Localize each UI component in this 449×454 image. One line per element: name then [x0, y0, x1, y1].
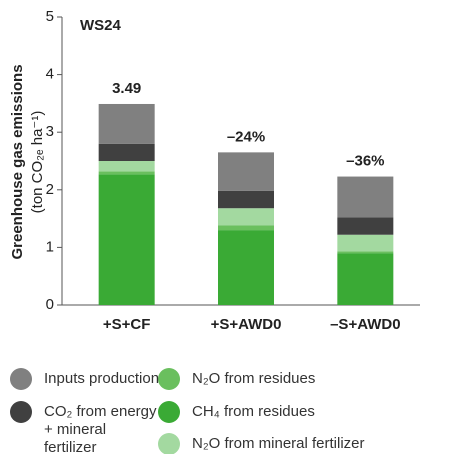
legend-swatch [158, 433, 180, 454]
legend-item: CO₂ from energy + mineral fertilizer [10, 401, 160, 454]
legend-swatch [158, 401, 180, 423]
bar-annotation: –36% [346, 153, 384, 170]
legend-item: N₂O from mineral fertilizer [158, 433, 365, 454]
legend-label: N₂O from residues [192, 370, 316, 387]
chart: WS24 Greenhouse gas emissions (ton CO₂ₑ … [9, 8, 420, 333]
legend-swatch [10, 401, 32, 423]
legend-label: Inputs production [44, 370, 160, 387]
x-tick-label: +S+CF [103, 316, 151, 333]
bar-annotation: 3.49 [112, 80, 141, 97]
x-tick-label: –S+AWD0 [330, 316, 400, 333]
bar-segment [218, 208, 274, 226]
y-tick-label: 2 [46, 181, 54, 198]
legend-swatch [10, 368, 32, 390]
y-tick-label: 1 [46, 238, 54, 255]
y-tick-label: 4 [46, 66, 54, 83]
bar-segment [218, 225, 274, 231]
y-tick-label: 5 [46, 8, 54, 25]
legend-item: CH₄ from residues [158, 401, 315, 423]
bar-segment [98, 103, 155, 144]
bar-segment [337, 251, 394, 254]
y-tick-label: 0 [46, 296, 54, 313]
bar-segment [98, 161, 155, 172]
bar-segment [218, 190, 274, 209]
bar-segment [218, 230, 274, 305]
bar-segment [337, 234, 394, 252]
legend-item: N₂O from residues [158, 368, 316, 390]
bar-segment [98, 143, 155, 161]
bar-segment [337, 217, 394, 235]
bar-segment [337, 176, 394, 218]
legend-swatch [158, 368, 180, 390]
x-tick-label: +S+AWD0 [211, 316, 282, 333]
legend-label: N₂O from mineral fertilizer [192, 435, 365, 452]
legend-label: CH₄ from residues [192, 403, 315, 420]
legend-label: CO₂ from energy + mineral fertilizer [44, 403, 157, 454]
bar-segment [337, 253, 394, 305]
bar-segment [98, 171, 155, 175]
bar-segment [98, 174, 155, 305]
chart-title: WS24 [80, 17, 122, 34]
y-axis-unit: (ton CO₂ₑ ha⁻¹) [29, 111, 46, 214]
y-tick-label: 3 [46, 123, 54, 140]
bar-annotation: –24% [227, 128, 265, 145]
y-axis-label: Greenhouse gas emissions [9, 64, 26, 259]
legend-item: Inputs production [10, 368, 160, 390]
bar-segment [218, 152, 274, 191]
